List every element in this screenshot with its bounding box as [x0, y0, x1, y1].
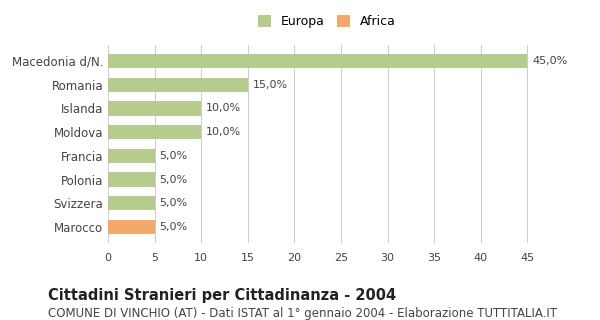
Legend: Europa, Africa: Europa, Africa	[259, 15, 395, 28]
Bar	[108, 54, 527, 68]
Bar	[108, 125, 201, 139]
Bar	[108, 220, 155, 234]
Text: 5,0%: 5,0%	[159, 151, 187, 161]
Text: 10,0%: 10,0%	[206, 103, 241, 113]
Text: Cittadini Stranieri per Cittadinanza - 2004: Cittadini Stranieri per Cittadinanza - 2…	[48, 288, 396, 303]
Bar	[108, 77, 248, 92]
Bar	[108, 172, 155, 187]
Bar	[108, 101, 201, 116]
Bar	[108, 149, 155, 163]
Text: 45,0%: 45,0%	[532, 56, 567, 66]
Text: COMUNE DI VINCHIO (AT) - Dati ISTAT al 1° gennaio 2004 - Elaborazione TUTTITALIA: COMUNE DI VINCHIO (AT) - Dati ISTAT al 1…	[48, 307, 557, 320]
Bar	[108, 196, 155, 211]
Text: 5,0%: 5,0%	[159, 198, 187, 208]
Text: 15,0%: 15,0%	[253, 80, 287, 90]
Text: 5,0%: 5,0%	[159, 175, 187, 185]
Text: 5,0%: 5,0%	[159, 222, 187, 232]
Text: 10,0%: 10,0%	[206, 127, 241, 137]
